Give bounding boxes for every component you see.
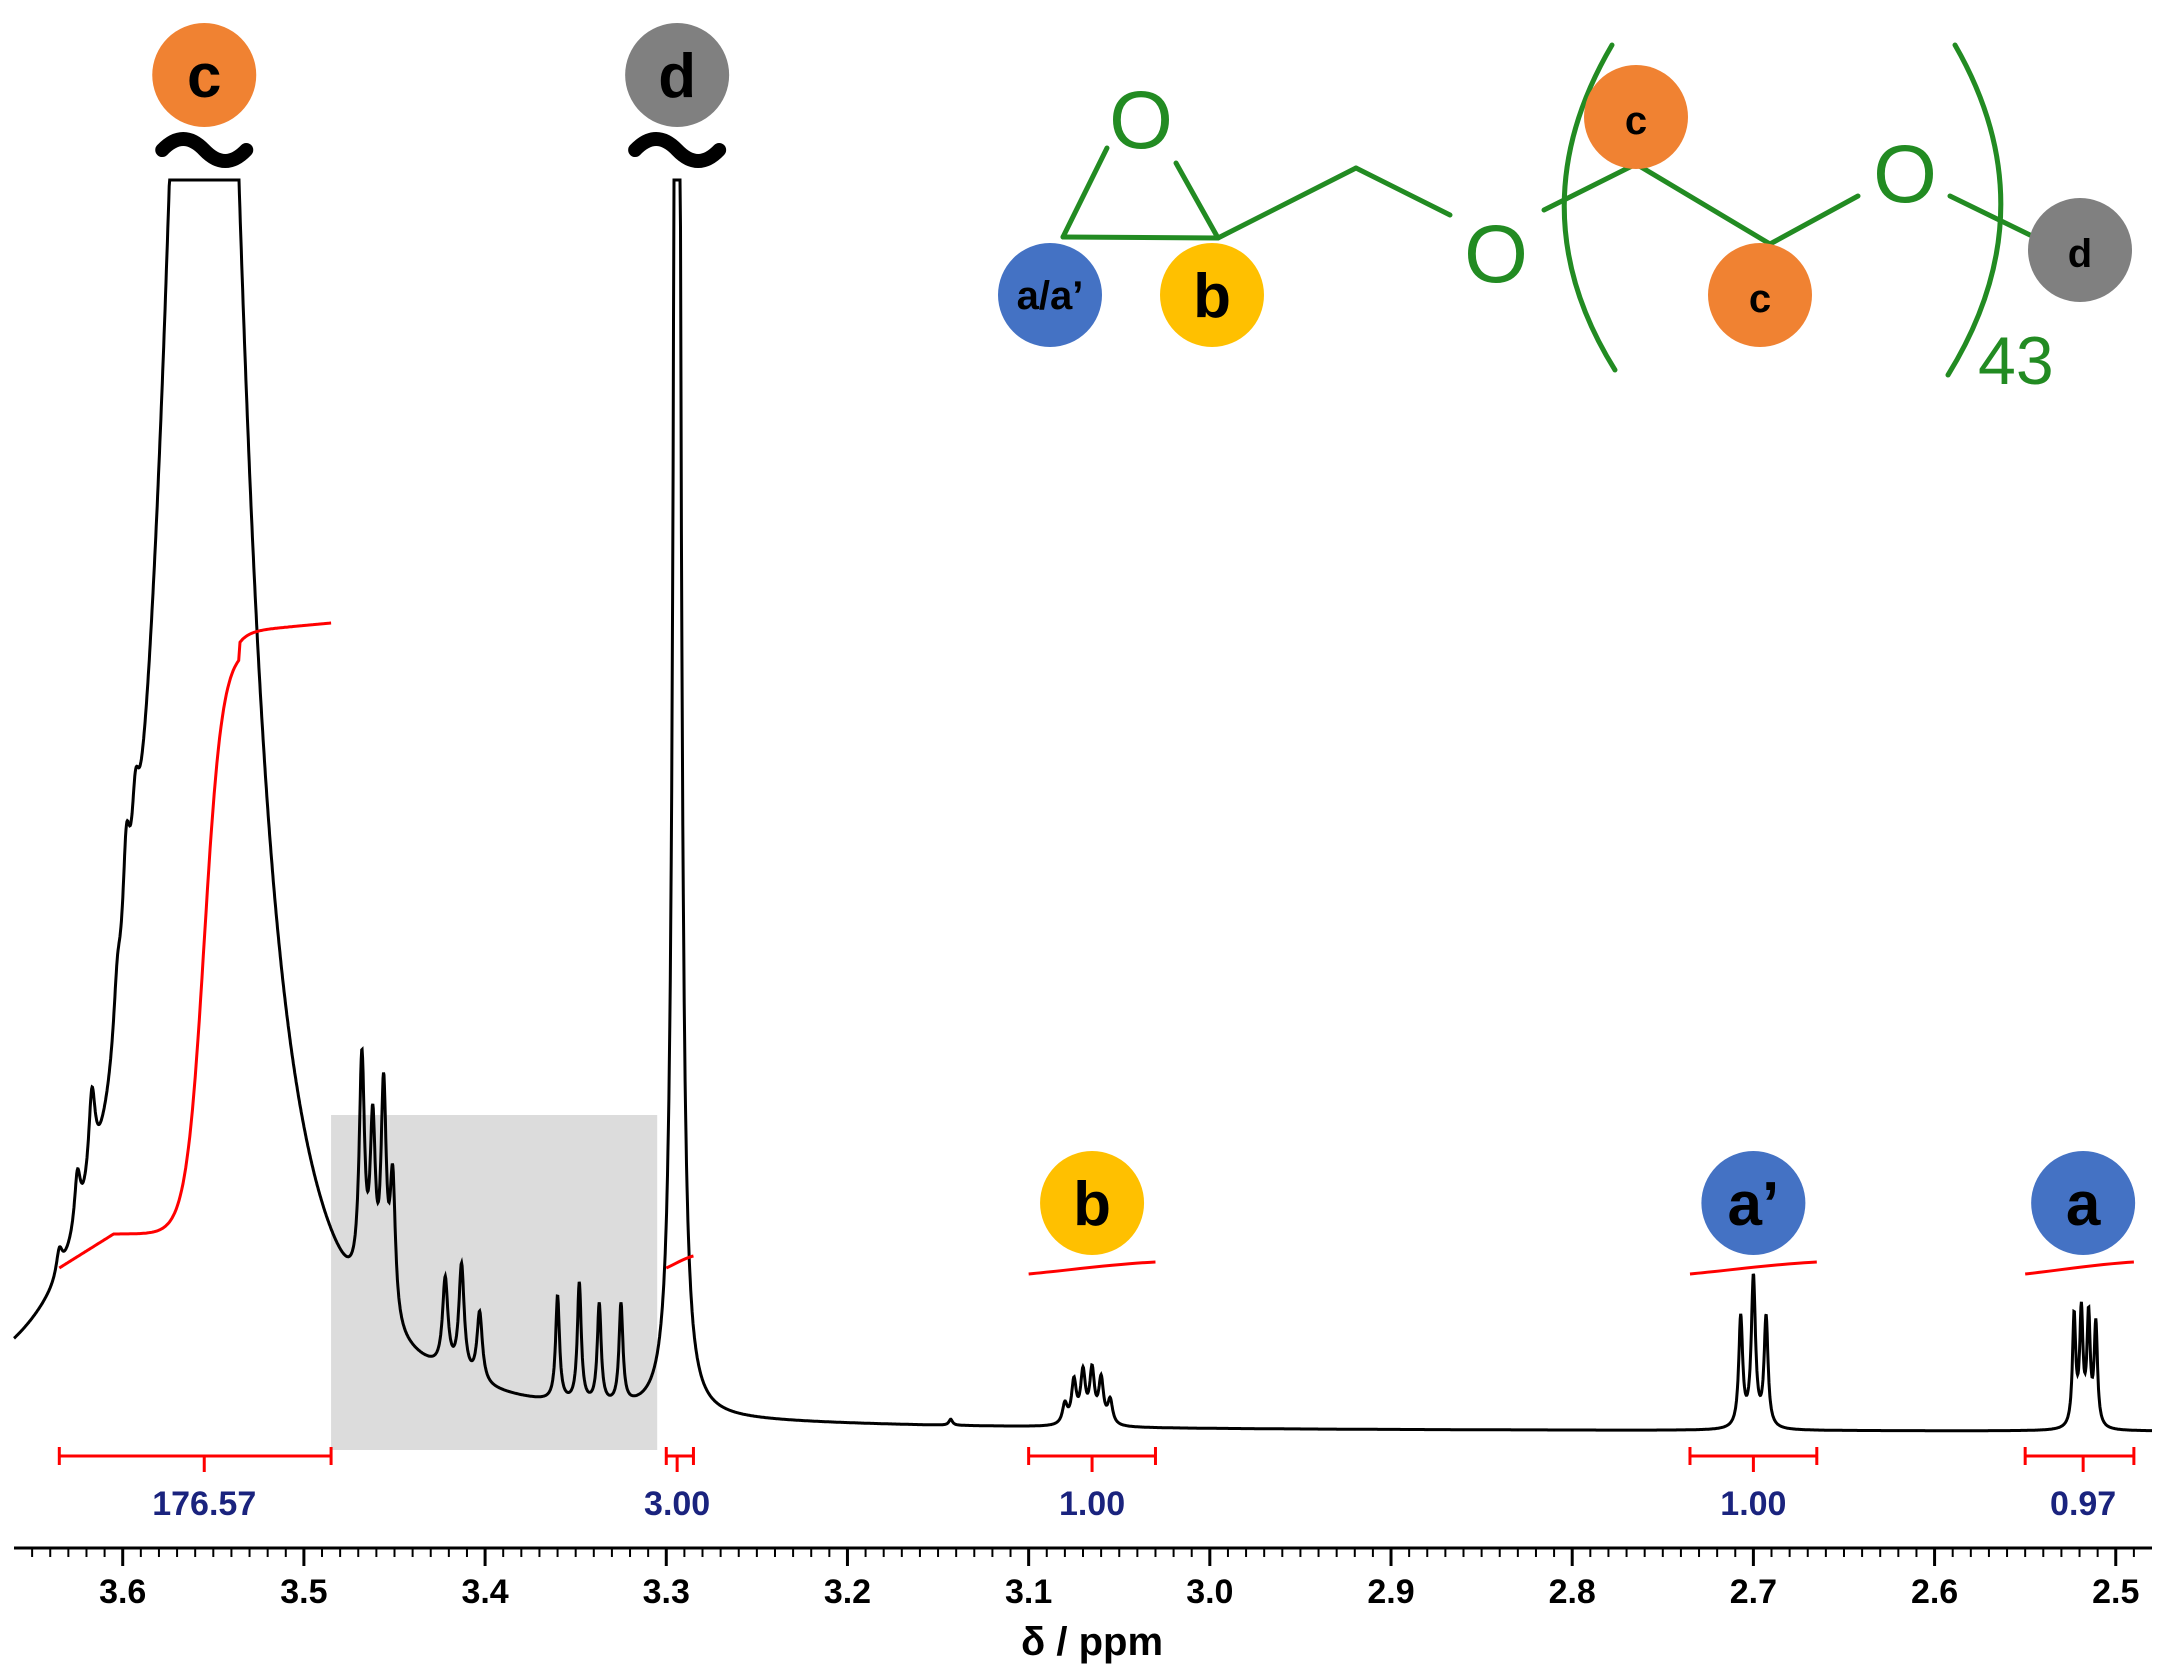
integral-value-d: 3.00 bbox=[644, 1485, 710, 1523]
bond-chain-5 bbox=[1767, 193, 1861, 247]
integral-ranges bbox=[57, 1447, 2136, 1472]
bond-chain-4 bbox=[1633, 161, 1773, 247]
axis-break-icon bbox=[628, 132, 727, 168]
integral-values: 176.57 3.00 1.00 1.00 0.97 bbox=[152, 1485, 2116, 1523]
x-axis-tick-label: 3.4 bbox=[461, 1573, 508, 1611]
integral-curve-c bbox=[58, 621, 332, 1270]
repeat-bracket-right bbox=[1945, 42, 2004, 378]
integral-curve-a’ bbox=[1689, 1260, 1817, 1276]
bond-chain-3 bbox=[1541, 161, 1639, 213]
peak-marker-label-a’: a’ bbox=[1728, 1170, 1780, 1239]
x-axis-tick-label: 3.5 bbox=[280, 1573, 327, 1611]
structure-marker-c2 bbox=[1708, 243, 1812, 347]
peak-marker-c bbox=[152, 23, 257, 127]
x-axis-ticks bbox=[31, 1548, 2135, 1566]
structure-oxygen-ether: O bbox=[1464, 209, 1528, 300]
structure-atoms: O O O 43 bbox=[1109, 75, 2054, 399]
x-axis-tick-label: 2.6 bbox=[1911, 1573, 1958, 1611]
structure-marker-b-text: b bbox=[1193, 262, 1231, 331]
peak-marker-label-c: c bbox=[187, 42, 221, 111]
repeat-count: 43 bbox=[1978, 323, 2054, 399]
x-axis-tick-label: 2.9 bbox=[1367, 1573, 1414, 1611]
integral-value-b: 1.00 bbox=[1059, 1485, 1125, 1523]
chemical-structure bbox=[1060, 42, 2033, 378]
structure-marker-d bbox=[2028, 198, 2132, 302]
x-axis-tick-label: 3.6 bbox=[99, 1573, 146, 1611]
x-axis-tick-label: 3.0 bbox=[1186, 1573, 1233, 1611]
x-axis-tick-label: 3.1 bbox=[1005, 1573, 1052, 1611]
integral-curves bbox=[58, 621, 2134, 1276]
x-axis-tick-label: 2.8 bbox=[1549, 1573, 1596, 1611]
repeat-bracket-left bbox=[1561, 42, 1618, 373]
peak-marker-a bbox=[2031, 1151, 2136, 1255]
x-axis-tick-label: 3.3 bbox=[643, 1573, 690, 1611]
spectrum-trace bbox=[13, 178, 2152, 1433]
structure-labels: a/a’ b c c d bbox=[998, 65, 2132, 347]
structure-marker-aa bbox=[998, 243, 1102, 347]
x-axis-tick-labels: 3.6 3.5 3.4 3.3 3.2 3.1 3.0 2.9 2.8 2.7 2.6 2.5 bbox=[99, 1573, 2139, 1611]
x-axis-tick-label: 2.5 bbox=[2092, 1573, 2139, 1611]
integral-value-a’: 1.00 bbox=[1720, 1485, 1786, 1523]
bond-chain-1 bbox=[1215, 165, 1359, 241]
peak-marker-b bbox=[1040, 1151, 1145, 1255]
x-axis-tick-label: 2.7 bbox=[1730, 1573, 1777, 1611]
bond-epoxide-right bbox=[1173, 160, 1221, 241]
structure-marker-c1 bbox=[1584, 65, 1688, 169]
structure-marker-c2-text: c bbox=[1749, 277, 1771, 321]
axis-break-icon bbox=[155, 132, 254, 168]
peak-marker-label-d: d bbox=[658, 42, 696, 111]
x-axis-title: δ / ppm bbox=[1021, 1620, 1163, 1664]
structure-marker-aa-text: a/a’ bbox=[1017, 274, 1084, 318]
structure-marker-c1-text: c bbox=[1625, 99, 1647, 143]
bond-chain-6 bbox=[1947, 193, 2033, 238]
peak-markers: c d b a’ a bbox=[152, 23, 2136, 1255]
spectrum bbox=[13, 178, 2152, 1433]
peak-marker-label-a: a bbox=[2066, 1170, 2101, 1239]
integral-curve-a bbox=[2025, 1260, 2134, 1276]
bond-epoxide-left bbox=[1060, 145, 1110, 240]
integral-curve-d bbox=[665, 1254, 694, 1270]
structure-oxygen-repeat: O bbox=[1873, 129, 1937, 220]
integral-value-a: 0.97 bbox=[2050, 1485, 2116, 1523]
x-axis-tick-label: 3.2 bbox=[824, 1573, 871, 1611]
integral-value-c: 176.57 bbox=[152, 1485, 256, 1523]
peak-marker-d bbox=[625, 23, 730, 127]
bond-chain-2 bbox=[1353, 165, 1453, 218]
integral-curve-b bbox=[1028, 1260, 1156, 1276]
structure-oxygen-epoxide: O bbox=[1109, 75, 1173, 166]
structure-marker-b bbox=[1160, 243, 1264, 347]
structure-marker-d-text: d bbox=[2068, 232, 2092, 276]
peak-marker-a’ bbox=[1701, 1151, 1806, 1255]
bond-epoxide-bottom bbox=[1060, 234, 1221, 241]
peak-marker-label-b: b bbox=[1073, 1170, 1111, 1239]
